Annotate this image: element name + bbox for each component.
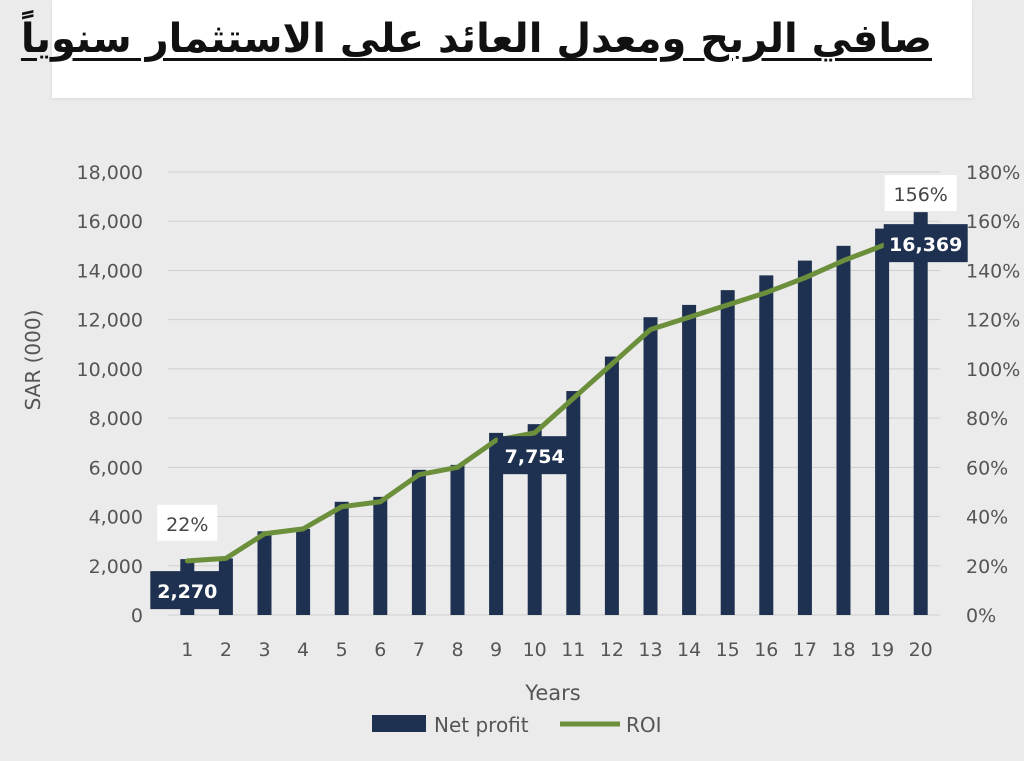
data-label-box xyxy=(884,175,957,212)
data-label: 7,754 xyxy=(505,446,565,468)
y-axis-tick-label: 12,000 xyxy=(77,310,143,332)
y2-axis-tick-label: 80% xyxy=(966,408,1008,430)
x-axis-tick-label: 6 xyxy=(374,639,386,661)
roi-point xyxy=(379,501,381,503)
roi-point xyxy=(572,397,574,399)
bar-net-profit xyxy=(797,260,812,615)
data-label: 22% xyxy=(166,514,208,536)
x-axis-tick-label: 2 xyxy=(220,639,232,661)
y2-axis-tick-label: 60% xyxy=(966,457,1008,479)
roi-point xyxy=(418,474,420,476)
roi-point xyxy=(611,363,613,365)
roi-point xyxy=(341,506,343,508)
data-label-box xyxy=(497,436,572,475)
roi-point xyxy=(804,277,806,279)
bar-net-profit xyxy=(836,245,851,616)
y2-axis-tick-label: 180% xyxy=(966,162,1020,184)
x-axis-tick-label: 7 xyxy=(413,639,425,661)
bar-net-profit xyxy=(489,432,504,615)
roi-point xyxy=(881,245,883,247)
y2-axis-tick-label: 20% xyxy=(966,556,1008,578)
x-axis-tick-label: 3 xyxy=(258,639,270,661)
x-axis-tick-label: 15 xyxy=(716,639,740,661)
y-axis-tick-label: 0 xyxy=(131,605,143,627)
bar-net-profit xyxy=(604,356,619,615)
y-axis-tick-label: 4,000 xyxy=(89,507,143,529)
bar-net-profit xyxy=(373,496,388,615)
y2-axis-tick-label: 120% xyxy=(966,310,1020,332)
y-axis-tick-label: 8,000 xyxy=(89,408,143,430)
bar-net-profit xyxy=(334,501,349,615)
bar-net-profit xyxy=(450,464,465,615)
x-axis-tick-label: 20 xyxy=(909,639,933,661)
legend-label-roi: ROI xyxy=(626,713,662,737)
roi-point xyxy=(302,528,304,530)
bar-net-profit xyxy=(296,528,311,615)
bar-net-profit xyxy=(411,469,426,615)
y-axis-tick-label: 16,000 xyxy=(77,211,143,233)
x-axis-tick-label: 13 xyxy=(638,639,662,661)
bar-net-profit xyxy=(913,212,928,615)
y2-axis-tick-label: 140% xyxy=(966,260,1020,282)
y2-axis-tick-label: 160% xyxy=(966,211,1020,233)
data-label-box xyxy=(150,571,225,610)
bar-net-profit xyxy=(682,304,697,615)
x-axis-tick-label: 14 xyxy=(677,639,701,661)
roi-point xyxy=(688,316,690,318)
y-axis-tick-label: 10,000 xyxy=(77,359,143,381)
data-label-box xyxy=(883,224,968,263)
roi-point xyxy=(534,432,536,434)
roi-point xyxy=(650,329,651,331)
x-axis-tick-label: 19 xyxy=(870,639,894,661)
data-label: 156% xyxy=(894,184,948,206)
legend-label-net-profit: Net profit xyxy=(434,713,529,737)
x-axis-tick-label: 11 xyxy=(561,639,585,661)
y2-axis-tick-label: 100% xyxy=(966,359,1020,381)
x-axis-title: Years xyxy=(524,681,580,705)
x-axis-tick-label: 12 xyxy=(600,639,624,661)
x-axis-tick-label: 10 xyxy=(523,639,547,661)
x-axis-tick-label: 8 xyxy=(451,639,463,661)
x-axis-tick-label: 16 xyxy=(754,639,778,661)
chart-title: صافي الربح ومعدل العائد على الاستثمار سن… xyxy=(20,16,932,62)
x-axis-tick-label: 17 xyxy=(793,639,817,661)
roi-point xyxy=(264,533,265,535)
y-axis-tick-label: 18,000 xyxy=(77,162,143,184)
x-axis-tick-label: 1 xyxy=(181,639,193,661)
roi-point xyxy=(186,560,188,562)
roi-point xyxy=(457,466,458,468)
y-axis-tick-label: 6,000 xyxy=(89,457,143,479)
data-label-box xyxy=(157,504,218,541)
bar-net-profit xyxy=(257,531,272,615)
bar-net-profit xyxy=(566,391,581,615)
roi-line xyxy=(184,228,924,564)
x-axis-tick-label: 4 xyxy=(297,639,309,661)
y-axis-tick-label: 2,000 xyxy=(89,556,143,578)
bar-net-profit xyxy=(759,275,774,615)
title-card: صافي الربح ومعدل العائد على الاستثمار سن… xyxy=(21,0,972,98)
y2-axis-tick-label: 0% xyxy=(966,605,996,627)
x-axis-tick-label: 5 xyxy=(336,639,348,661)
y-axis-tick-label: 14,000 xyxy=(77,260,143,282)
x-axis-tick-label: 9 xyxy=(490,639,502,661)
data-label: 2,270 xyxy=(157,581,217,603)
bar-net-profit xyxy=(643,317,658,615)
y-axis-title: SAR (000) xyxy=(21,310,45,411)
x-axis-tick-label: 18 xyxy=(831,639,855,661)
roi-point xyxy=(765,292,767,294)
bar-net-profit xyxy=(875,228,890,615)
roi-point xyxy=(843,260,844,262)
y2-axis-tick-label: 40% xyxy=(966,507,1008,529)
roi-point xyxy=(225,557,227,559)
data-label: 16,369 xyxy=(889,234,962,256)
roi-point xyxy=(495,439,497,441)
roi-point xyxy=(727,304,729,306)
legend-swatch-net-profit xyxy=(372,715,426,732)
bar-net-profit xyxy=(720,290,735,615)
